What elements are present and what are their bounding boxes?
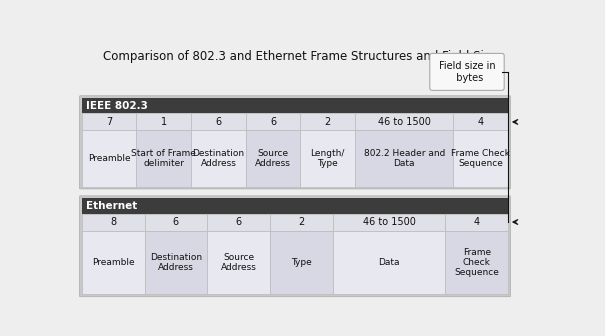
Bar: [82, 114, 137, 130]
Bar: [270, 230, 333, 294]
FancyBboxPatch shape: [79, 196, 511, 297]
Bar: [333, 230, 445, 294]
Text: 8: 8: [110, 217, 116, 227]
Text: 1: 1: [161, 117, 167, 127]
Bar: [82, 198, 508, 214]
FancyBboxPatch shape: [430, 53, 504, 90]
Bar: [453, 114, 508, 130]
Bar: [207, 214, 270, 230]
Text: 4: 4: [474, 217, 480, 227]
Text: Length/
Type: Length/ Type: [310, 149, 345, 168]
Text: 2: 2: [325, 117, 331, 127]
Bar: [270, 214, 333, 230]
Text: Destination
Address: Destination Address: [150, 253, 202, 272]
Bar: [246, 130, 301, 186]
Bar: [445, 230, 508, 294]
Text: Field size in
  bytes: Field size in bytes: [439, 61, 495, 83]
Text: Data: Data: [378, 258, 400, 267]
Bar: [355, 114, 453, 130]
Bar: [301, 114, 355, 130]
Bar: [82, 98, 508, 114]
Text: IEEE 802.3: IEEE 802.3: [87, 101, 148, 111]
FancyBboxPatch shape: [79, 96, 511, 189]
Bar: [453, 130, 508, 186]
Text: Source
Address: Source Address: [221, 253, 257, 272]
Text: 46 to 1500: 46 to 1500: [378, 117, 431, 127]
Text: Destination
Address: Destination Address: [192, 149, 244, 168]
Bar: [145, 230, 207, 294]
Text: Source
Address: Source Address: [255, 149, 291, 168]
Text: 6: 6: [235, 217, 241, 227]
Bar: [145, 214, 207, 230]
Bar: [137, 114, 191, 130]
Text: Preamble: Preamble: [88, 154, 131, 163]
Bar: [333, 214, 445, 230]
Text: Frame Check
Sequence: Frame Check Sequence: [451, 149, 510, 168]
Bar: [82, 230, 145, 294]
Text: Comparison of 802.3 and Ethernet Frame Structures and Field Size: Comparison of 802.3 and Ethernet Frame S…: [103, 50, 497, 62]
Text: 2: 2: [298, 217, 304, 227]
Text: 7: 7: [106, 117, 113, 127]
Text: 6: 6: [215, 117, 221, 127]
Bar: [191, 114, 246, 130]
Bar: [207, 230, 270, 294]
Text: 46 to 1500: 46 to 1500: [362, 217, 416, 227]
Bar: [355, 130, 453, 186]
Text: 6: 6: [173, 217, 179, 227]
Text: Start of Frame
delimiter: Start of Frame delimiter: [131, 149, 196, 168]
Text: 6: 6: [270, 117, 276, 127]
Bar: [445, 214, 508, 230]
Bar: [137, 130, 191, 186]
Bar: [246, 114, 301, 130]
Text: 802.2 Header and
Data: 802.2 Header and Data: [364, 149, 445, 168]
Text: Preamble: Preamble: [92, 258, 134, 267]
Bar: [82, 130, 137, 186]
Bar: [301, 130, 355, 186]
Text: Type: Type: [291, 258, 312, 267]
Text: Frame
Check
Sequence: Frame Check Sequence: [454, 248, 499, 277]
Bar: [82, 214, 145, 230]
Text: Ethernet: Ethernet: [87, 201, 138, 211]
Text: 4: 4: [478, 117, 484, 127]
Bar: [191, 130, 246, 186]
